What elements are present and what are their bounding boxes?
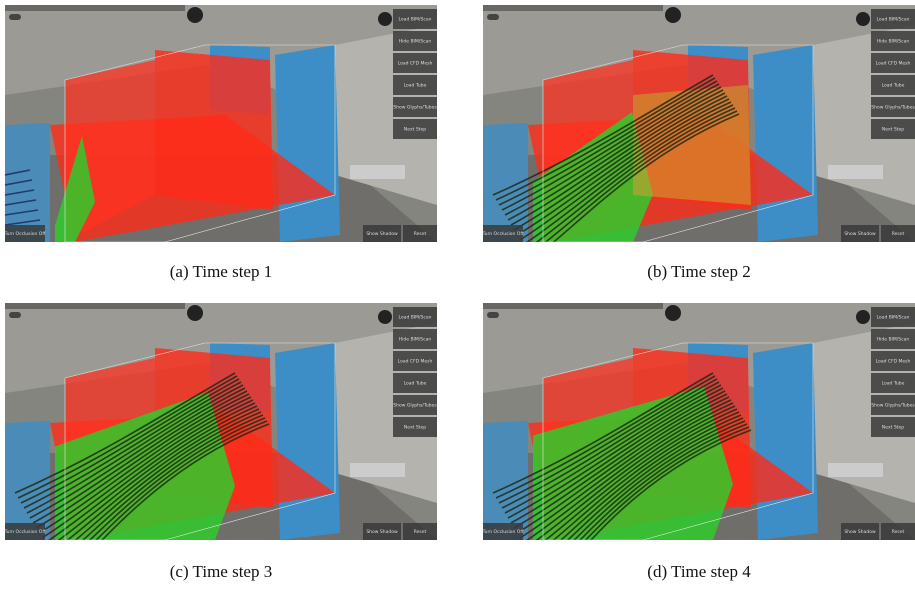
screenshot: Load BIM/Scan Hide BIM/Scan Load CFD Mesh L… (483, 303, 915, 540)
caption: (b) Time step 2 (483, 262, 915, 282)
socket-panel (828, 463, 883, 477)
button-label: Show Shadow (844, 231, 876, 237)
button-label: Next Step (404, 425, 426, 431)
socket-panel (350, 165, 405, 179)
button-label: Turn Occlusion Off (5, 529, 46, 535)
cabinet (753, 343, 818, 540)
button-label: Show Glyphs/Tubes (393, 105, 437, 111)
button-label: Hide BIM/Scan (399, 39, 432, 45)
screenshot: Load BIM/Scan Hide BIM/Scan Load CFD Mesh L… (5, 303, 437, 540)
button-label: Reset (414, 529, 427, 535)
badge (487, 14, 499, 20)
button-label: Next Step (404, 127, 426, 133)
cabinet (275, 343, 340, 540)
button-label: Turn Occlusion Off (483, 529, 524, 535)
button-label: Load BIM/Scan (877, 315, 910, 321)
ceiling-light (665, 305, 681, 321)
socket-panel (828, 165, 883, 179)
title-bar (483, 303, 663, 309)
button-label: Turn Occlusion Off (483, 231, 524, 237)
screenshot: Load BIM/Scan Hide BIM/Scan Load CFD Mesh L… (5, 5, 437, 242)
button-label: Next Step (882, 127, 904, 133)
button-label: Load BIM/Scan (877, 17, 910, 23)
button-label: Next Step (882, 425, 904, 431)
button-label: Load CFD Mesh (876, 359, 911, 365)
button-label: Load BIM/Scan (399, 17, 432, 23)
button-label: Show Glyphs/Tubes (871, 105, 915, 111)
button-label: Load CFD Mesh (876, 61, 911, 67)
ceiling-light (378, 12, 392, 26)
button-label: Load Tube (882, 83, 905, 89)
ceiling-light (187, 7, 203, 23)
button-label: Show Glyphs/Tubes (871, 403, 915, 409)
button-label: Hide BIM/Scan (877, 39, 910, 45)
button-label: Show Shadow (844, 529, 876, 535)
button-label: Hide BIM/Scan (877, 337, 910, 343)
ceiling-light (378, 310, 392, 324)
ceiling-light (856, 310, 870, 324)
screenshot: Load BIM/Scan Hide BIM/Scan Load CFD Mesh L… (483, 5, 915, 242)
button-label: Load BIM/Scan (399, 315, 432, 321)
ceiling-light (665, 7, 681, 23)
button-label: Show Shadow (366, 231, 398, 237)
socket-panel (350, 463, 405, 477)
badge (9, 312, 21, 318)
button-label: Reset (892, 231, 905, 237)
button-label: Show Shadow (366, 529, 398, 535)
caption: (a) Time step 1 (5, 262, 437, 282)
button-label: Hide BIM/Scan (399, 337, 432, 343)
button-label: Load CFD Mesh (398, 61, 433, 67)
caption: (c) Time step 3 (5, 562, 437, 582)
button-label: Reset (892, 529, 905, 535)
figure: Load BIM/Scan Hide BIM/Scan Load CFD Mesh L… (0, 0, 915, 593)
badge (487, 312, 499, 318)
button-label: Load Tube (882, 381, 905, 387)
ceiling-light (856, 12, 870, 26)
button-label: Reset (414, 231, 427, 237)
button-label: Load Tube (404, 83, 427, 89)
cabinet (275, 45, 340, 242)
title-bar (5, 303, 185, 309)
badge (9, 14, 21, 20)
button-label: Load Tube (404, 381, 427, 387)
button-label: Load CFD Mesh (398, 359, 433, 365)
button-label: Turn Occlusion Off (5, 231, 46, 237)
title-bar (5, 5, 185, 11)
ceiling-light (187, 305, 203, 321)
cabinet (753, 45, 818, 242)
title-bar (483, 5, 663, 11)
caption: (d) Time step 4 (483, 562, 915, 582)
button-label: Show Glyphs/Tubes (393, 403, 437, 409)
